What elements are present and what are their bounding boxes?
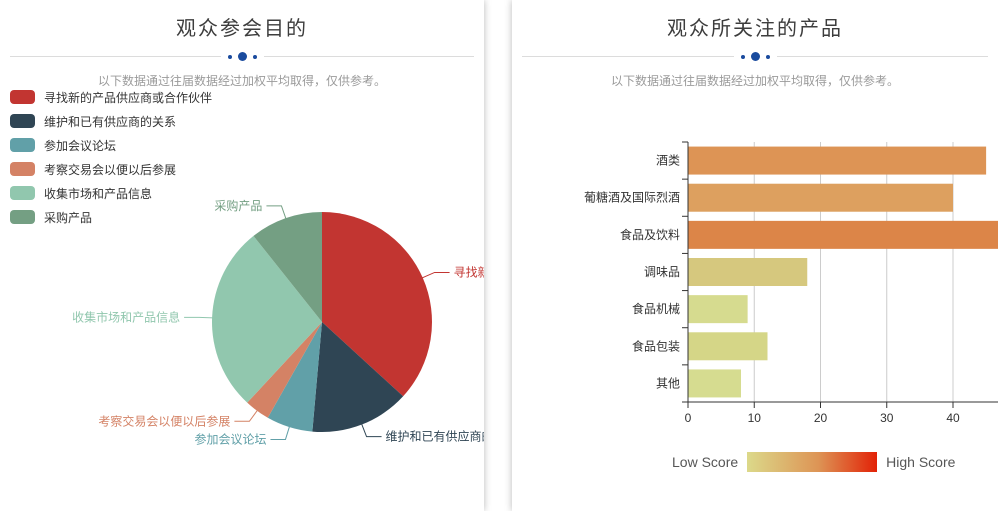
pie-label-line-3 [234, 409, 259, 422]
bar-5[interactable] [688, 332, 768, 361]
bar-category-label-0: 酒类 [656, 154, 680, 168]
legend-item-1[interactable]: 维护和已有供应商的关系 [10, 109, 212, 133]
bar-category-label-2: 食品及饮料 [620, 227, 680, 242]
bar-4[interactable] [688, 295, 748, 324]
title-divider [10, 52, 474, 61]
legend-swatch [10, 138, 35, 152]
x-axis-label-30: 30 [880, 411, 894, 425]
legend-item-4[interactable]: 收集市场和产品信息 [10, 181, 212, 205]
divider-line-right [776, 56, 988, 57]
legend-swatch [10, 90, 35, 104]
panel-attendance-purpose: 观众参会目的 以下数据通过往届数据经过加权平均取得，仅供参考。 寻找新的产品供应… [0, 0, 484, 511]
x-axis-label-10: 10 [748, 411, 762, 425]
panel-attendance-title: 观众参会目的 [176, 18, 308, 40]
pie-label-1: 维护和已有供应商的关系 [386, 429, 484, 444]
legend-label: 寻找新的产品供应商或合作伙伴 [44, 90, 213, 105]
legend-swatch [10, 114, 35, 128]
pie-slice-2[interactable] [267, 322, 322, 432]
legend-label: 采购产品 [44, 210, 93, 225]
bar-category-label-4: 食品机械 [632, 301, 680, 316]
divider-dots-icon [740, 52, 770, 61]
pie-label-5: 采购产品 [214, 198, 262, 213]
legend-item-2[interactable]: 参加会议论坛 [10, 133, 212, 157]
x-axis-label-40: 40 [946, 411, 960, 425]
pie-legend: 寻找新的产品供应商或合作伙伴 维护和已有供应商的关系 参加会议论坛考察交易会以便以后… [10, 85, 212, 229]
legend-label: 维护和已有供应商的关系 [44, 114, 177, 129]
pie-label-line-4 [184, 316, 214, 319]
pie-label-line-2 [270, 425, 291, 440]
divider-line-left [10, 56, 221, 57]
bar-3[interactable] [688, 258, 808, 286]
bar-category-label-3: 调味品 [644, 265, 680, 279]
divider-line-right [263, 56, 474, 57]
panel-products: 观众所关注的产品 以下数据通过往届数据经过加权平均取得，仅供参考。 酒类葡糖酒及… [512, 0, 998, 511]
pie-label-3: 考察交易会以便以后参展 [98, 413, 230, 428]
panel-attendance-header: 观众参会目的 以下数据通过往届数据经过加权平均取得，仅供参考。 [0, 0, 484, 89]
bar-1[interactable] [688, 183, 953, 212]
visualmap-legend: Low Score High Score [672, 452, 955, 472]
pie-label-2: 参加会议论坛 [194, 431, 266, 446]
legend-label: 考察交易会以便以后参展 [44, 162, 177, 177]
legend-label: 参加会议论坛 [44, 138, 117, 153]
pie-label-0: 寻找新的产品供应商或合作伙伴 [454, 264, 484, 279]
visualmap-low-label: Low Score [672, 454, 739, 470]
legend-label: 收集市场和产品信息 [44, 186, 153, 201]
pie-slice-4[interactable] [212, 235, 322, 403]
bar-0[interactable] [688, 146, 987, 175]
legend-item-0[interactable]: 寻找新的产品供应商或合作伙伴 [10, 85, 212, 109]
divider-line-left [522, 56, 734, 57]
panel-divider [484, 0, 512, 511]
visualmap-gradient-bar[interactable] [747, 452, 878, 472]
bar-category-label-6: 其他 [656, 376, 680, 390]
panel-attendance-subtitle: 以下数据通过往届数据经过加权平均取得，仅供参考。 [97, 74, 386, 88]
bar-2[interactable] [688, 220, 998, 249]
pie-slice-1[interactable] [312, 322, 404, 432]
legend-swatch [10, 186, 35, 200]
panel-products-title: 观众所关注的产品 [667, 18, 843, 40]
bar-6[interactable] [688, 369, 741, 398]
x-axis-label-0: 0 [685, 411, 692, 425]
pie-label-line-0 [421, 271, 450, 279]
legend-swatch [10, 162, 35, 176]
pie-label-4: 收集市场和产品信息 [72, 309, 180, 324]
pie-label-line-5 [266, 205, 287, 220]
pie-label-line-1 [361, 423, 382, 438]
x-axis-label-20: 20 [814, 411, 828, 425]
panel-products-subtitle: 以下数据通过往届数据经过加权平均取得，仅供参考。 [610, 74, 899, 88]
pie-slice-0[interactable] [322, 212, 432, 397]
divider-dots-icon [227, 52, 257, 61]
legend-item-3[interactable]: 考察交易会以便以后参展 [10, 157, 212, 181]
legend-item-5[interactable]: 采购产品 [10, 205, 212, 229]
bar-category-label-5: 食品包装 [632, 338, 680, 353]
pie-slice-5[interactable] [253, 212, 322, 322]
legend-swatch [10, 210, 35, 224]
pie-slice-3[interactable] [247, 322, 322, 418]
title-divider [522, 52, 988, 61]
visualmap-high-label: High Score [886, 454, 956, 470]
panel-products-header: 观众所关注的产品 以下数据通过往届数据经过加权平均取得，仅供参考。 [512, 0, 998, 89]
bar-category-label-1: 葡糖酒及国际烈酒 [584, 190, 680, 205]
